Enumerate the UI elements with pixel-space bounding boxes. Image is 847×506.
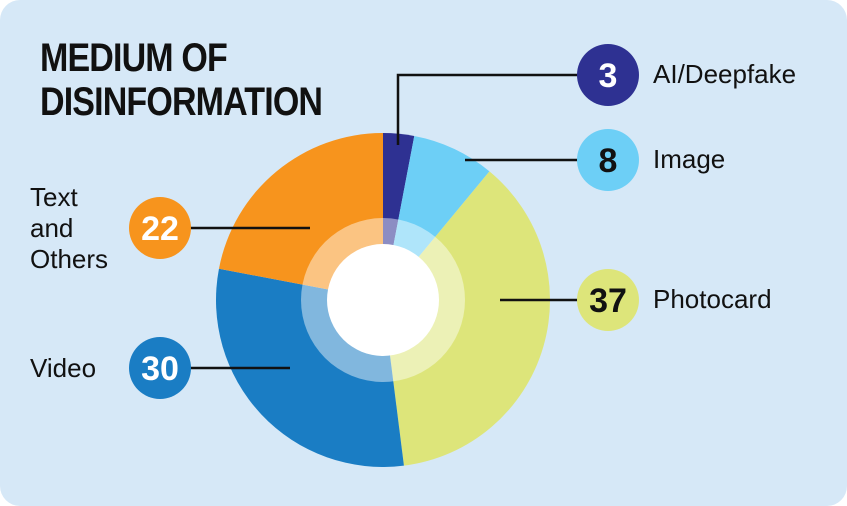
chart-title: MEDIUM OF DISINFORMATION <box>40 36 323 124</box>
category-label: Photocard <box>653 284 772 314</box>
category-label: Video <box>30 352 97 383</box>
data-label: 37 <box>589 282 627 320</box>
category-label: Text and Others <box>30 181 109 274</box>
badge <box>129 197 191 259</box>
data-label: 30 <box>141 350 179 388</box>
data-label: 8 <box>599 142 618 180</box>
leader-line <box>396 73 578 145</box>
data-label: 22 <box>141 210 179 248</box>
badge <box>577 44 639 106</box>
slice <box>218 133 383 300</box>
category-label: AI/Deepfake <box>653 59 797 89</box>
badge <box>129 337 191 399</box>
category-label: Image <box>653 144 726 174</box>
badge <box>577 129 639 191</box>
slice <box>383 171 550 466</box>
badge <box>577 269 639 331</box>
data-label: 3 <box>599 57 618 95</box>
donut-hole <box>327 244 439 356</box>
